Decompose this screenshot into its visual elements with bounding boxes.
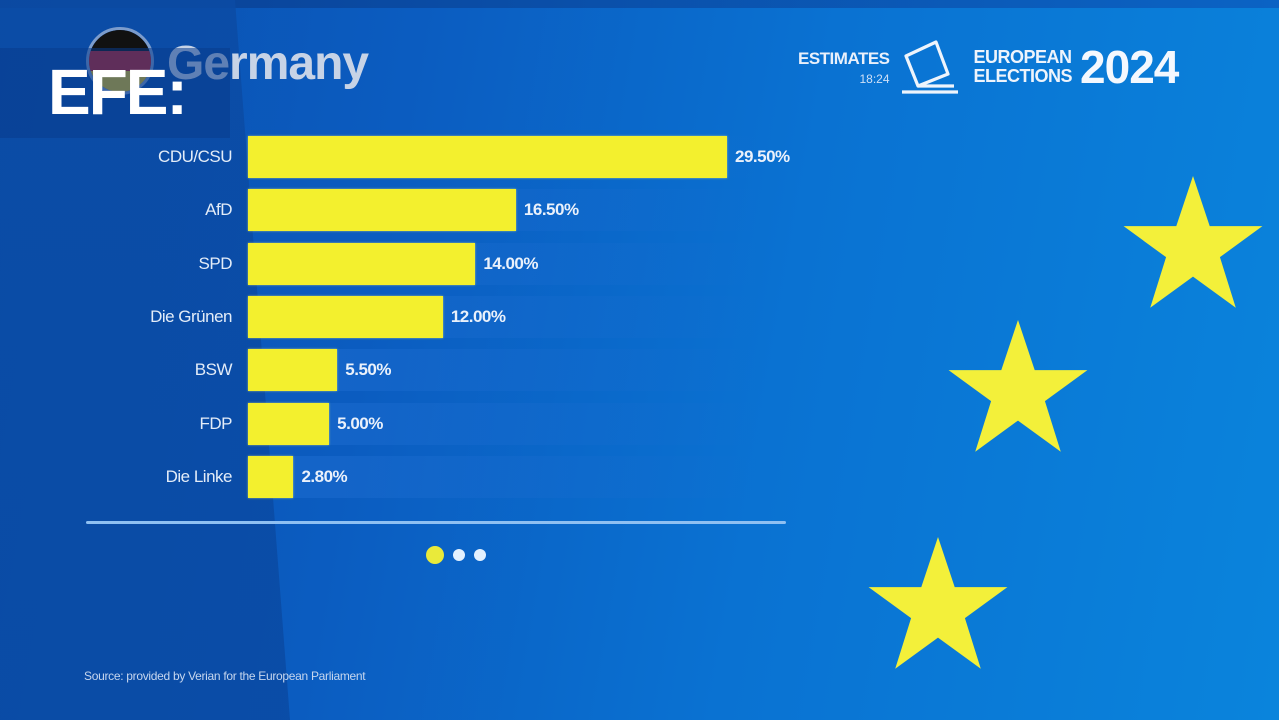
- estimates-block: ESTIMATES 18:24: [798, 49, 890, 86]
- chart-row: Die Linke 2.80%: [0, 454, 780, 500]
- chart-row: SPD 14.00%: [0, 241, 780, 287]
- result-bar: [248, 349, 338, 392]
- pagination-dots: [426, 546, 486, 564]
- party-label: Die Grünen: [150, 306, 232, 326]
- result-value: 14.00%: [483, 253, 538, 273]
- row-track: [248, 455, 768, 498]
- party-label: SPD: [198, 253, 233, 273]
- row-track: [248, 402, 768, 445]
- election-year: 2024: [1080, 41, 1179, 93]
- eu-star-icon: [948, 320, 1088, 452]
- watermark-band: [0, 48, 230, 138]
- efe-logo: EFE:: [48, 56, 188, 128]
- party-label: CDU/CSU: [158, 147, 232, 166]
- chart-row: BSW 5.50%: [0, 347, 780, 393]
- party-label: AfD: [205, 200, 232, 220]
- result-value: 2.80%: [301, 466, 348, 486]
- result-bar: [248, 242, 476, 285]
- chart-row: Die Grünen 12.00%: [0, 294, 780, 340]
- election-header: ESTIMATES 18:24 EUROPEAN ELECTIONS 2024: [798, 37, 1179, 97]
- result-bar: [248, 402, 330, 445]
- estimates-time: 18:24: [859, 71, 890, 86]
- chart-row: AfD 16.50%: [0, 187, 780, 233]
- pagination-dot[interactable]: [426, 546, 444, 564]
- eu-star-icon: [868, 537, 1008, 669]
- result-value: 16.50%: [523, 200, 579, 220]
- chart-row: FDP 5.00%: [0, 401, 780, 447]
- election-title-line2: ELECTIONS: [973, 66, 1073, 86]
- source-note: Source: provided by Verian for the Europ…: [84, 669, 366, 683]
- result-bar: [248, 136, 727, 178]
- result-value: 5.50%: [345, 360, 391, 380]
- party-label: BSW: [194, 360, 233, 380]
- result-value: 29.50%: [735, 147, 790, 166]
- election-title-line1: EUROPEAN: [973, 47, 1073, 67]
- party-label: Die Linke: [165, 466, 233, 486]
- pagination-dot[interactable]: [453, 549, 465, 561]
- top-edge: [0, 0, 1279, 8]
- result-value: 5.00%: [337, 413, 383, 433]
- election-title: EUROPEAN ELECTIONS: [974, 48, 1073, 86]
- chart-row: CDU/CSU 29.50%: [0, 134, 790, 180]
- eu-star-icon: [1123, 176, 1263, 308]
- result-bar: [248, 455, 294, 498]
- result-bar: [248, 295, 443, 338]
- result-bar: [248, 189, 516, 232]
- ballot-box-icon: [901, 40, 958, 94]
- estimates-label: ESTIMATES: [798, 48, 890, 68]
- chart-baseline: [86, 521, 786, 524]
- party-label: FDP: [199, 413, 233, 433]
- pagination-dot[interactable]: [474, 549, 486, 561]
- result-value: 12.00%: [450, 306, 506, 326]
